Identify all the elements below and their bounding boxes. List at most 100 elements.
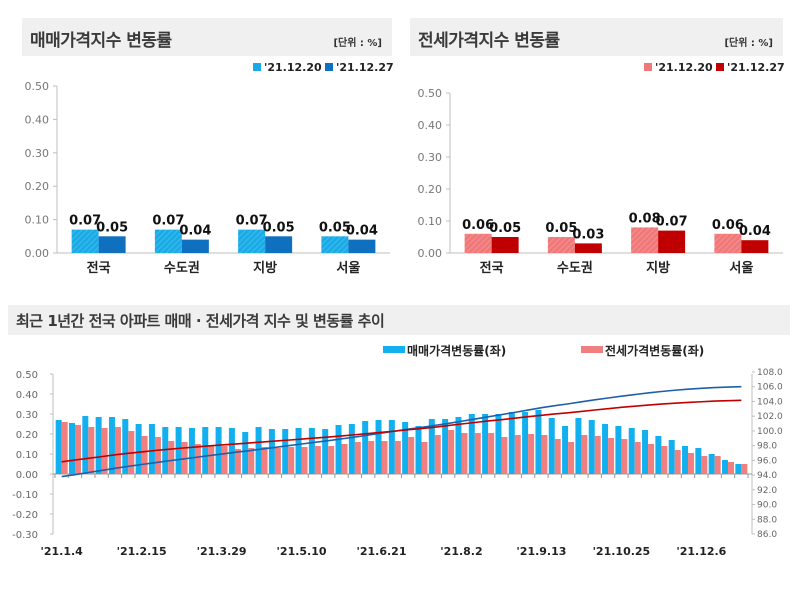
sale-chart-header: 매매가격지수 변동률 [단위 : %] bbox=[22, 18, 392, 56]
sale-rate-bar bbox=[268, 429, 275, 474]
jeonse-rate-bar bbox=[554, 439, 561, 474]
jeonse-rate-bar bbox=[301, 447, 308, 474]
sale-chart-title: 매매가격지수 변동률 bbox=[30, 31, 172, 51]
jeonse-rate-bar bbox=[168, 441, 175, 474]
legend-label: '21.12.20 bbox=[264, 61, 322, 74]
sale-rate-bar bbox=[668, 440, 675, 474]
jeonse-index-line bbox=[61, 399, 742, 463]
category-label: 서울 bbox=[729, 260, 753, 276]
jeonse-rate-bar bbox=[661, 446, 668, 474]
sale-rate-bar bbox=[228, 428, 235, 474]
y-tick-label: 0.20 bbox=[418, 183, 443, 196]
jeonse-rate-bar bbox=[354, 442, 361, 474]
x-tick-label: '21.5.10 bbox=[277, 545, 327, 558]
data-label: 0.07 bbox=[152, 214, 184, 229]
sale-rate-bar bbox=[535, 410, 542, 474]
jeonse-rate-bar bbox=[74, 425, 81, 474]
data-label: 0.06 bbox=[462, 218, 494, 233]
left-y-tick-label: 0.00 bbox=[16, 470, 38, 481]
bar-curr bbox=[98, 236, 126, 253]
sale-rate-bar bbox=[108, 417, 115, 474]
trend-chart-title: 최근 1년간 전국 아파트 매매 · 전세가격 지수 및 변동률 추이 bbox=[16, 312, 385, 330]
right-y-tick-label: 100.0 bbox=[757, 427, 783, 437]
data-label: 0.04 bbox=[179, 224, 211, 239]
jeonse-rate-bar bbox=[194, 444, 201, 474]
jeonse-rate-bar bbox=[314, 446, 321, 474]
x-tick-label: '21.2.15 bbox=[117, 545, 167, 558]
bar-curr bbox=[491, 237, 519, 253]
jeonse-rate-bar bbox=[434, 435, 441, 474]
jeonse-rate-bar bbox=[248, 448, 255, 474]
sale-rate-bar bbox=[135, 424, 142, 474]
left-y-tick-label: 0.10 bbox=[16, 450, 38, 461]
category-label: 서울 bbox=[336, 260, 360, 276]
sale-rate-bar bbox=[655, 436, 662, 474]
right-y-tick-label: 92.0 bbox=[757, 486, 777, 496]
x-tick-label: '21.9.13 bbox=[516, 545, 566, 558]
jeonse-rate-bar bbox=[341, 444, 348, 474]
sale-rate-bar bbox=[295, 428, 302, 474]
data-label: 0.05 bbox=[263, 220, 295, 235]
bar-prev bbox=[714, 233, 742, 253]
right-y-tick-label: 94.0 bbox=[757, 471, 777, 481]
sale-rate-bar bbox=[628, 428, 635, 474]
x-tick-label: '21.8.2 bbox=[440, 545, 482, 558]
data-label: 0.05 bbox=[319, 220, 351, 235]
jeonse-rate-bar bbox=[568, 442, 575, 474]
legend-label: '21.12.27 bbox=[727, 61, 785, 74]
sale-rate-bar bbox=[148, 424, 155, 474]
sale-rate-bar bbox=[682, 446, 689, 474]
sale-rate-bar bbox=[468, 414, 475, 474]
y-tick-label: 0.40 bbox=[25, 113, 50, 126]
jeonse-rate-bar bbox=[101, 428, 108, 474]
legend-label: 전세가격변동률(좌) bbox=[605, 343, 704, 358]
sale-rate-bar bbox=[95, 417, 102, 474]
category-label: 지방 bbox=[646, 260, 670, 276]
data-label: 0.07 bbox=[69, 214, 101, 229]
category-label: 전국 bbox=[480, 260, 504, 276]
jeonse-rate-bar bbox=[581, 435, 588, 474]
legend-swatch bbox=[383, 346, 405, 353]
y-tick-label: 0.10 bbox=[418, 215, 443, 228]
jeonse-rate-bar bbox=[114, 427, 121, 474]
jeonse-rate-bar bbox=[688, 453, 695, 474]
jeonse-chart-title: 전세가격지수 변동률 bbox=[418, 31, 560, 51]
sale-rate-bar bbox=[188, 428, 195, 474]
jeonse-rate-bar bbox=[221, 446, 228, 474]
jeonse-rate-bar bbox=[514, 435, 521, 474]
sale-rate-bar bbox=[722, 460, 729, 474]
jeonse-rate-bar bbox=[61, 422, 68, 474]
sale-rate-bar bbox=[495, 414, 502, 474]
bar-prev bbox=[321, 236, 349, 253]
jeonse-rate-bar bbox=[488, 433, 495, 474]
x-tick-label: '21.6.21 bbox=[357, 545, 407, 558]
jeonse-rate-bar bbox=[528, 434, 535, 474]
sale-rate-bar bbox=[615, 426, 622, 474]
data-label: 0.07 bbox=[236, 214, 268, 229]
y-tick-label: 0.50 bbox=[418, 87, 443, 100]
sale-rate-bar bbox=[415, 426, 422, 474]
sale-rate-bar bbox=[442, 419, 449, 474]
left-y-tick-label: 0.20 bbox=[16, 430, 38, 441]
sale-rate-bar bbox=[68, 423, 75, 474]
jeonse-rate-bar bbox=[474, 433, 481, 474]
bar-curr bbox=[574, 243, 602, 253]
jeonse-rate-bar bbox=[648, 444, 655, 474]
legend-swatch bbox=[581, 346, 603, 353]
y-tick-label: 0.50 bbox=[25, 80, 50, 93]
bar-curr bbox=[181, 239, 209, 253]
left-y-tick-label: -0.10 bbox=[12, 490, 38, 501]
category-label: 지방 bbox=[253, 260, 277, 276]
data-label: 0.05 bbox=[489, 221, 521, 236]
sale-rate-bar bbox=[202, 427, 209, 474]
sale-rate-bar bbox=[175, 427, 182, 474]
jeonse-rate-bar bbox=[368, 441, 375, 474]
data-label: 0.06 bbox=[712, 218, 744, 233]
category-label: 수도권 bbox=[164, 261, 200, 276]
sale-rate-bar bbox=[122, 419, 129, 474]
left-y-tick-label: 0.50 bbox=[16, 370, 38, 381]
sale-rate-bar bbox=[708, 454, 715, 474]
category-label: 수도권 bbox=[557, 261, 593, 276]
sale-rate-bar bbox=[588, 420, 595, 474]
sale-rate-bar bbox=[388, 420, 395, 474]
